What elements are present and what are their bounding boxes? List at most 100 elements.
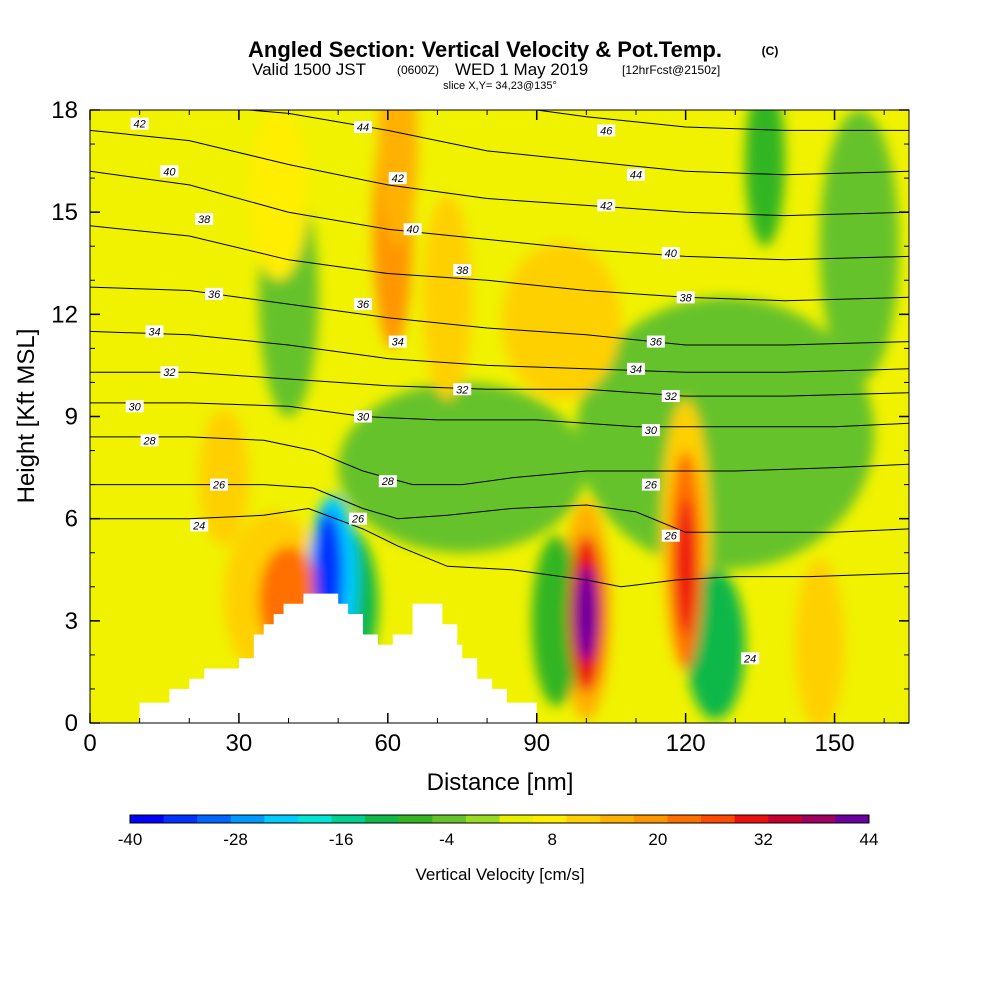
isentrope-label-text: 26 [664,531,678,543]
colorbar-swatch [600,815,635,823]
isentrope-label-bg [160,165,179,178]
isentrope-label-bg [661,390,680,403]
isentrope-label: 34 [145,325,164,338]
isentrope-label: 46 [597,124,616,137]
isentrope-label-bg [453,383,472,396]
isentrope-label-bg [210,478,229,491]
isentrope-label: 26 [210,478,229,492]
isentrope-label-text: 44 [630,170,642,182]
slice-info: slice X,Y= 34,23@135° [443,80,557,92]
isentrope-label-bg [388,335,407,348]
velocity-cell [576,297,875,570]
isentrope-label-text: 30 [357,412,370,424]
isentrope-line [90,330,909,373]
y-tick-label: 6 [65,506,78,533]
colorbar-tick-label: -28 [223,830,248,849]
colorbar-swatch [701,815,736,823]
velocity-cell [501,242,622,400]
isentrope-line [533,110,909,131]
isentrope-label: 40 [403,223,422,236]
isentrope-label: 38 [195,212,214,226]
isentrope-label-bg [453,264,472,277]
colorbar-swatch [331,815,366,823]
valid-forecast: [12hrFcst@2150z] [622,63,720,77]
isentrope-line [90,371,909,397]
isentrope-label-text: 44 [357,122,369,134]
isentrope-label-text: 28 [381,476,395,488]
isentrope-label-bg [190,519,209,532]
colorbar-swatch [297,815,333,823]
isentrope-label-text: 30 [129,401,142,413]
colorbar-swatch [197,815,232,823]
velocity-cell [248,110,309,281]
y-tick-label: 12 [51,301,78,328]
isentrope-label: 28 [140,434,159,447]
isentrope-label-text: 28 [142,435,156,447]
isentrope-label-text: 26 [212,480,226,492]
velocity-cell [794,559,845,723]
chart-title: Angled Section: Vertical Velocity & Pot.… [248,37,722,62]
isentrope-label-bg [597,199,616,212]
colorbar-swatch [801,815,836,823]
isentrope-label-text: 38 [456,265,469,277]
x-axis: 0 30 60 90 120 150 [83,110,885,757]
velocity-cell [819,110,900,383]
isentrope-label-text: 42 [392,173,404,185]
isentrope-label-text: 24 [192,520,205,532]
valid-prefix: Valid 1500 JST [252,60,366,79]
colorbar-tick-label: -16 [329,830,354,849]
isentrope-label-bg [641,424,660,437]
isentrope-label-bg [627,168,645,181]
colorbar-swatch [432,815,467,823]
isentrope-label: 30 [641,424,660,437]
isentrope-label-text: 32 [665,391,677,403]
colorbar-swatch [230,815,265,823]
colorbar-tick-label: -40 [118,830,143,849]
colorbar-swatch [163,815,198,823]
isentrope-label-bg [676,291,695,304]
colorbar-swatch [835,815,870,823]
isentrope-label-bg [140,434,159,447]
isentrope-label-text: 36 [357,299,370,311]
isentrope-label-text: 34 [148,326,160,338]
x-axis-label: Distance [nm] [427,769,574,796]
valid-zulu: (0600Z) [397,63,439,77]
isentrope-label: 32 [453,383,472,396]
isentrope-label: 26 [641,478,660,492]
isentrope-label-text: 38 [680,292,693,304]
x-tick-label: 90 [523,730,550,757]
isentrope-label: 34 [388,335,407,349]
isentrope-label: 44 [627,168,645,182]
isentrope-label-bg [195,212,214,225]
isentrope-label: 26 [349,512,368,526]
isentrope-label-bg [125,400,144,413]
isentrope-label: 38 [453,264,472,277]
valid-date: WED 1 May 2019 [455,60,588,79]
isentrope-line [90,484,909,533]
isentrope-label-text: 26 [351,514,365,526]
colorbar-swatch [533,815,568,823]
isentrope-label-bg [205,287,224,300]
colorbar-ticks: -40 -28 -16 -4 8 20 32 44 [118,830,879,849]
isentrope-label-bg [354,121,372,134]
isentrope-label: 30 [354,410,372,424]
colorbar-swatch [566,815,601,823]
isentrope-label: 36 [205,287,224,301]
y-tick-label: 15 [51,199,78,226]
x-tick-label: 0 [83,730,96,757]
isentrope-label-text: 34 [392,337,404,349]
isentrope-label: 30 [125,400,144,413]
terrain-mask [90,593,537,723]
isentrope-label: 42 [388,172,407,185]
isentrope-label-text: 40 [665,248,678,260]
velocity-cell [575,566,598,662]
colorbar-swatch [633,815,668,823]
y-tick-label: 0 [65,710,78,737]
colorbar-swatch [768,815,803,823]
isentrope-label-bg [349,512,368,525]
colorbar-tick-label: 44 [860,830,879,849]
colorbar-swatch [667,815,702,823]
isentrope-label-bg [130,117,149,130]
isentrope-label-text: 38 [198,214,211,226]
isentrope-label-text: 34 [630,364,642,376]
